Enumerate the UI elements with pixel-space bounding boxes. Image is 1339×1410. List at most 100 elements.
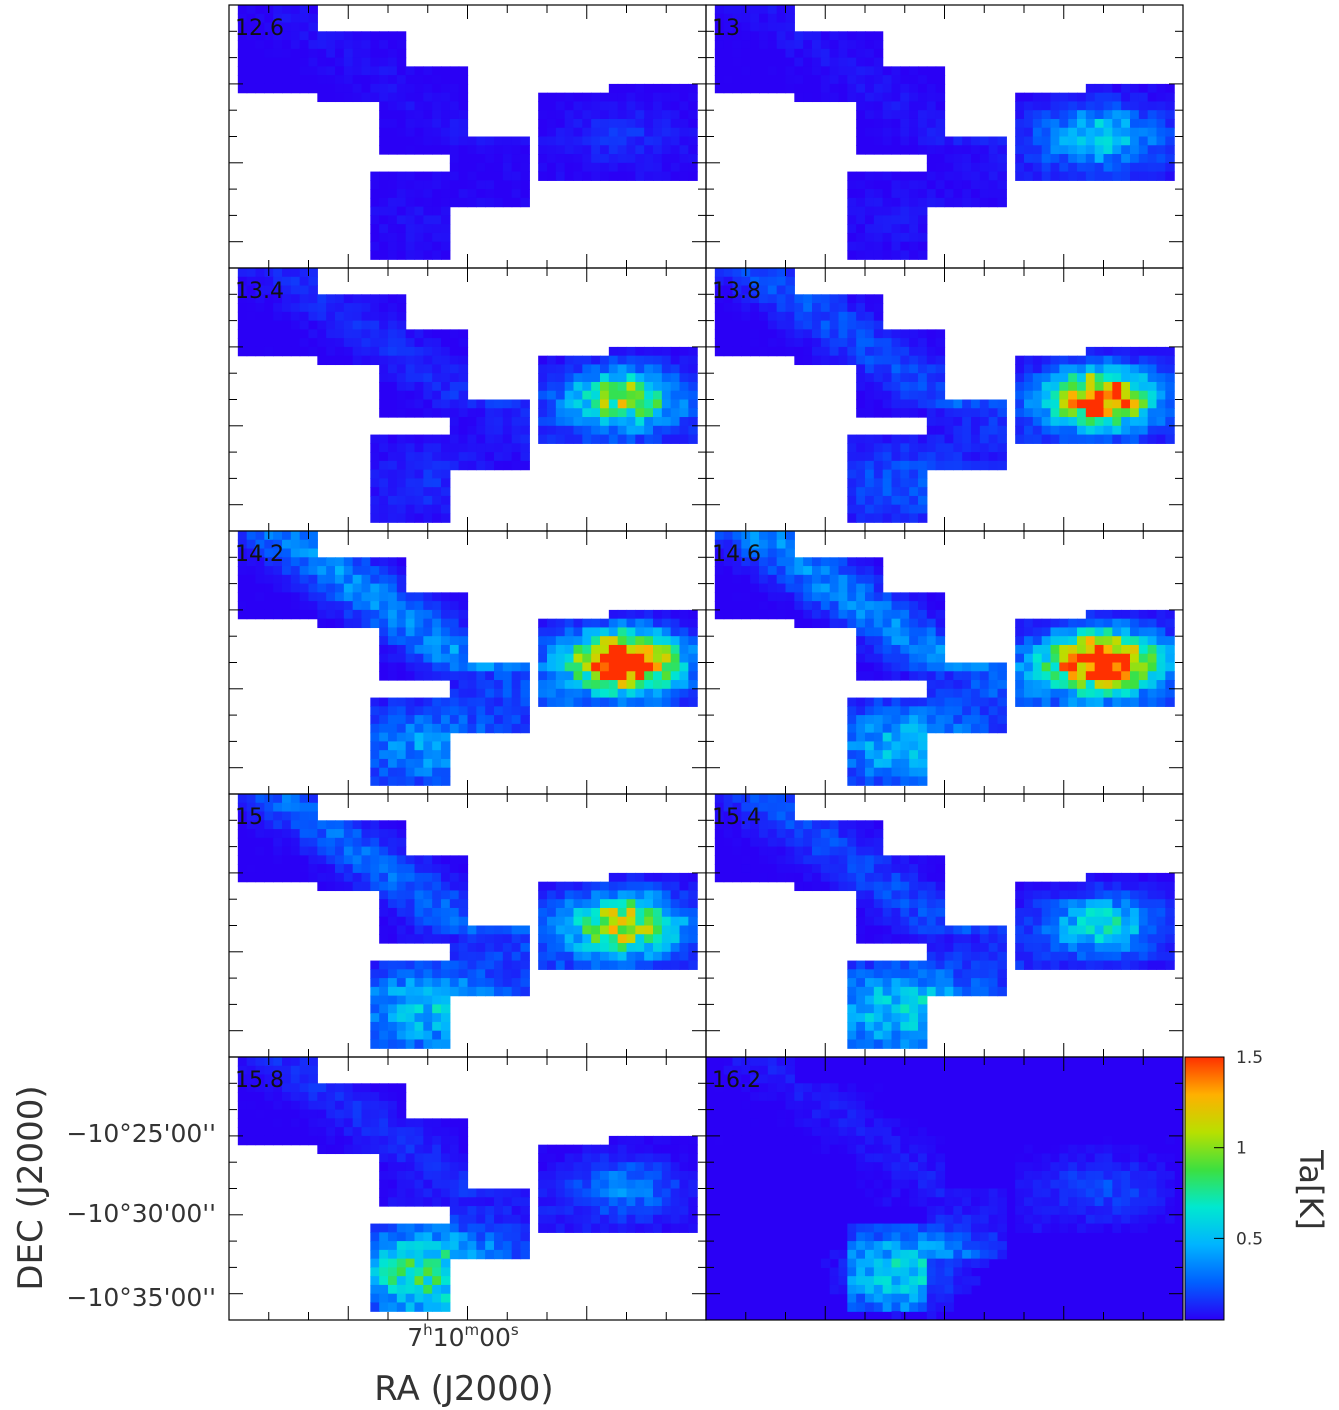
- intensity-cell: [282, 820, 292, 830]
- intensity-cell: [714, 601, 725, 611]
- intensity-cell: [679, 127, 689, 138]
- intensity-cell: [865, 916, 875, 927]
- intensity-cell: [971, 460, 981, 471]
- intensity-cell: [1103, 627, 1113, 637]
- intensity-cell: [379, 145, 389, 155]
- intensity-cell: [494, 969, 504, 979]
- intensity-cell: [317, 583, 327, 593]
- intensity-cell: [432, 601, 442, 611]
- intensity-cell: [1077, 118, 1087, 129]
- intensity-cell: [1032, 110, 1043, 120]
- intensity-cell: [900, 250, 910, 260]
- intensity-cell: [909, 250, 919, 260]
- intensity-cell: [573, 951, 583, 962]
- intensity-cell: [388, 232, 398, 243]
- intensity-cell: [414, 364, 424, 374]
- intensity-cell: [476, 688, 486, 699]
- velocity-label: 12.6: [235, 16, 284, 41]
- intensity-cell: [379, 355, 389, 366]
- intensity-cell: [600, 381, 610, 392]
- intensity-cell: [396, 110, 407, 120]
- intensity-cell: [405, 644, 416, 655]
- intensity-cell: [900, 241, 910, 252]
- intensity-cell: [944, 171, 954, 181]
- intensity-cell: [891, 452, 901, 462]
- intensity-cell: [1041, 136, 1052, 146]
- intensity-cell: [1094, 162, 1105, 173]
- intensity-cell: [264, 57, 274, 67]
- intensity-map: [237, 794, 698, 1049]
- intensity-cell: [396, 513, 407, 523]
- intensity-cell: [785, 811, 795, 821]
- intensity-cell: [944, 443, 954, 453]
- intensity-cell: [476, 425, 486, 436]
- intensity-cell: [432, 83, 442, 94]
- intensity-cell: [1094, 916, 1105, 927]
- intensity-cell: [547, 934, 557, 944]
- intensity-cell: [273, 285, 283, 295]
- intensity-cell: [829, 57, 840, 67]
- intensity-cell: [600, 890, 610, 900]
- intensity-cell: [714, 268, 725, 278]
- intensity-cell: [547, 127, 557, 138]
- intensity-cell: [767, 548, 778, 558]
- intensity-cell: [891, 934, 901, 944]
- intensity-cell: [282, 802, 292, 813]
- intensity-cell: [343, 855, 354, 865]
- intensity-cell: [635, 434, 645, 444]
- intensity-cell: [591, 618, 601, 629]
- intensity-cell: [414, 925, 424, 935]
- intensity-cell: [520, 460, 530, 471]
- intensity-cell: [1015, 653, 1025, 664]
- intensity-cell: [1165, 627, 1175, 637]
- intensity-cell: [1015, 697, 1025, 707]
- intensity-cell: [856, 592, 866, 602]
- intensity-cell: [723, 83, 734, 94]
- intensity-cell: [1094, 671, 1105, 681]
- intensity-cell: [714, 794, 725, 804]
- intensity-cell: [900, 592, 910, 602]
- intensity-cell: [237, 802, 248, 813]
- intensity-cell: [432, 890, 442, 900]
- intensity-cell: [829, 66, 840, 76]
- intensity-cell: [370, 40, 380, 50]
- intensity-cell: [582, 688, 592, 699]
- intensity-cell: [476, 934, 486, 944]
- intensity-cell: [661, 373, 672, 383]
- intensity-cell: [1032, 899, 1043, 909]
- intensity-cell: [423, 907, 433, 918]
- intensity-cell: [1015, 618, 1025, 629]
- intensity-cell: [299, 601, 310, 611]
- intensity-cell: [767, 346, 778, 357]
- intensity-cell: [335, 618, 345, 629]
- intensity-cell: [379, 697, 389, 707]
- intensity-cell: [626, 662, 636, 672]
- intensity-cell: [476, 180, 486, 190]
- intensity-cell: [1130, 662, 1140, 672]
- intensity-cell: [282, 601, 292, 611]
- intensity-cell: [776, 294, 787, 304]
- intensity-cell: [1024, 381, 1034, 392]
- intensity-cell: [953, 399, 963, 409]
- intensity-cell: [1050, 171, 1060, 181]
- intensity-cell: [644, 951, 654, 962]
- intensity-cell: [396, 381, 407, 392]
- intensity-cell: [1077, 434, 1087, 444]
- intensity-cell: [971, 697, 981, 707]
- intensity-cell: [626, 118, 636, 129]
- intensity-cell: [873, 916, 884, 927]
- intensity-cell: [494, 706, 504, 716]
- intensity-cell: [873, 346, 884, 357]
- intensity-cell: [1138, 171, 1149, 181]
- intensity-cell: [502, 960, 513, 970]
- intensity-cell: [653, 609, 663, 620]
- intensity-cell: [661, 110, 672, 120]
- intensity-cell: [962, 171, 972, 181]
- intensity-cell: [600, 916, 610, 927]
- intensity-cell: [838, 609, 848, 620]
- intensity-cell: [1156, 653, 1166, 664]
- intensity-cell: [547, 688, 557, 699]
- intensity-cell: [1112, 408, 1122, 418]
- intensity-cell: [432, 399, 442, 409]
- intensity-cell: [308, 609, 318, 620]
